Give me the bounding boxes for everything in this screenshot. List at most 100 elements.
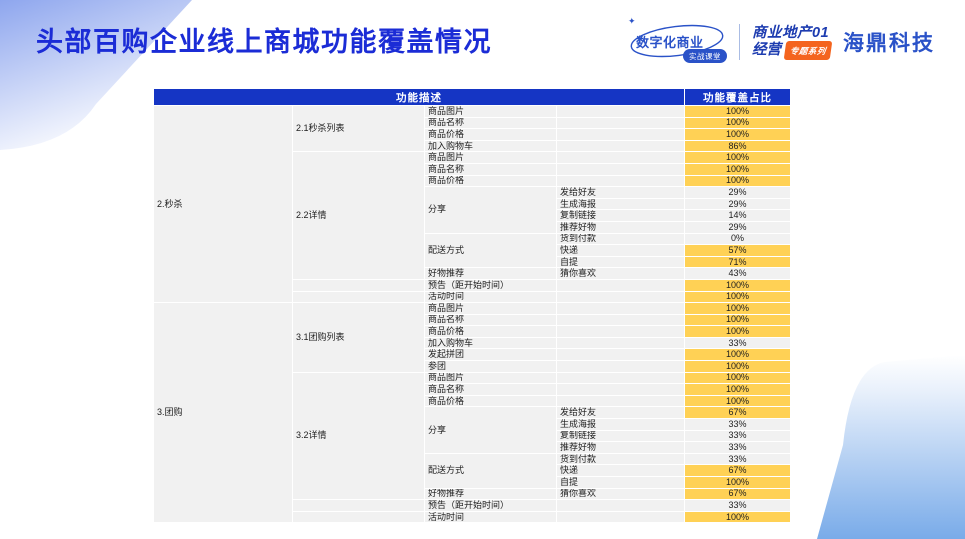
function-cell: 复制链接 <box>556 209 685 222</box>
table-body: 2.秒杀 2.1秒杀列表 商品图片 100% 商品名称 100% 商品价格 100% 加入购物车… <box>153 104 791 524</box>
header-function-desc: 功能描述 <box>153 88 685 106</box>
company-logo: 海鼎科技 <box>843 32 935 55</box>
function-cell <box>556 174 685 188</box>
function-cell: 3.团购 <box>153 302 293 524</box>
table-row: 加入购物车 33% <box>154 336 791 350</box>
function-cell <box>556 510 685 524</box>
table-row: 3.团购 3.1团购列表 商品图片 100% <box>153 302 791 524</box>
table-row: 商品名称 100% <box>154 162 791 176</box>
function-cell: 加入购物车 <box>424 139 557 153</box>
function-cell <box>556 128 685 141</box>
function-cell: 活动时间 <box>424 290 557 304</box>
function-cell: 商品价格 <box>424 394 557 408</box>
function-cell: 3.1团购列表 <box>292 302 425 373</box>
table-row: 分享 发给好友 67% <box>154 406 791 454</box>
function-cell: 加入购物车 <box>424 336 557 350</box>
table-row: 配送方式 货到付款 0% <box>154 232 791 269</box>
function-cell <box>556 139 685 153</box>
function-cell: 预告（距开始时间） <box>424 499 557 512</box>
table-row: 配送方式 货到付款 33% <box>154 452 791 489</box>
function-cell <box>556 394 685 408</box>
table-row: 商品价格 100% <box>154 128 791 141</box>
table-row: 分享 发给好友 29% <box>154 186 791 234</box>
function-cell <box>556 383 685 396</box>
function-cell <box>292 290 425 304</box>
coverage-percent-cell: 43% <box>684 267 791 280</box>
function-cell: 复制链接 <box>556 429 685 443</box>
table-row: 快递 57% <box>154 244 791 257</box>
function-cell: 快递 <box>556 464 685 477</box>
coverage-percent-cell: 29% <box>684 186 791 199</box>
function-cell <box>556 302 685 315</box>
function-cell: 猜你喜欢 <box>556 487 685 501</box>
coverage-percent-cell: 100% <box>684 383 791 396</box>
function-cell: 商品价格 <box>424 325 557 338</box>
function-cell: 预告（距开始时间） <box>424 278 557 292</box>
function-cell <box>556 371 685 385</box>
function-cell <box>292 278 425 292</box>
table-row: 自提 71% <box>154 255 791 269</box>
coverage-percent-cell: 33% <box>684 336 791 350</box>
coverage-percent-cell: 100% <box>684 348 791 362</box>
function-cell: 自提 <box>556 255 685 269</box>
coverage-percent-cell: 67% <box>684 487 791 501</box>
table-row: 活动时间 100% <box>154 510 791 524</box>
function-cell: 商品名称 <box>424 383 557 396</box>
function-cell <box>556 360 685 373</box>
coverage-table: 功能描述 功能覆盖占比 2.秒杀 2.1秒杀列表 商品图片 100% 商品名称 100% 商… <box>153 88 791 524</box>
function-cell: 商品名称 <box>424 116 557 130</box>
coverage-percent-cell: 29% <box>684 197 791 211</box>
table-row: 好物推荐 猜你喜欢 43% <box>154 267 791 280</box>
coverage-percent-cell: 100% <box>684 325 791 338</box>
decor-bottom-right-shape <box>817 355 965 539</box>
digital-commerce-logo: ✦ 数字化商业 实战课堂 <box>628 16 727 65</box>
function-cell: 2.秒杀 <box>153 104 293 304</box>
function-cell: 分享 <box>424 186 557 234</box>
function-cell <box>292 499 425 512</box>
function-cell <box>556 162 685 176</box>
coverage-percent-cell: 67% <box>684 464 791 477</box>
brand-bar: ✦ 数字化商业 实战课堂 商业地产01 经营 专题系列 海鼎科技 <box>628 16 935 66</box>
table-row: 复制链接 14% <box>154 209 791 222</box>
coverage-percent-cell: 100% <box>684 105 791 118</box>
function-cell: 参团 <box>424 360 557 373</box>
coverage-percent-cell: 100% <box>684 174 791 188</box>
table-row: 2.2详情 商品图片 100% <box>154 151 791 280</box>
coverage-percent-cell: 33% <box>684 418 791 431</box>
coverage-percent-cell: 14% <box>684 209 791 222</box>
coverage-percent-cell: 33% <box>684 441 791 454</box>
function-cell <box>556 105 685 118</box>
function-cell: 配送方式 <box>424 452 557 489</box>
coverage-percent-cell: 100% <box>684 313 791 327</box>
coverage-percent-cell: 100% <box>684 476 791 489</box>
series-badge: 专题系列 <box>783 40 833 60</box>
function-cell: 配送方式 <box>424 232 557 269</box>
table-row: 生成海报 29% <box>154 197 791 211</box>
table-row: 商品价格 100% <box>154 174 791 188</box>
table-row: 商品价格 100% <box>154 325 791 338</box>
series-title: 商业地产01 <box>751 24 830 41</box>
practice-class-badge: 实战课堂 <box>682 49 727 63</box>
table-row: 2.秒杀 2.1秒杀列表 商品图片 100% <box>153 104 791 304</box>
function-cell: 货到付款 <box>556 232 685 246</box>
function-cell: 2.1秒杀列表 <box>292 104 425 153</box>
series-logo: 商业地产01 经营 专题系列 <box>751 24 833 60</box>
header-coverage-pct: 功能覆盖占比 <box>684 88 791 106</box>
function-cell: 发起拼团 <box>424 348 557 362</box>
orbit-ellipse-icon <box>630 24 724 58</box>
coverage-percent-cell: 86% <box>684 139 791 153</box>
function-cell: 商品名称 <box>424 313 557 327</box>
coverage-percent-cell: 100% <box>684 116 791 130</box>
function-cell: 生成海报 <box>556 197 685 211</box>
coverage-percent-cell: 100% <box>684 302 791 315</box>
coverage-percent-cell: 33% <box>684 452 791 466</box>
function-cell <box>292 510 425 524</box>
table-row: 推荐好物 33% <box>154 441 791 454</box>
coverage-percent-cell: 71% <box>684 255 791 269</box>
page-title: 头部百购企业线上商城功能覆盖情况 <box>36 27 492 57</box>
function-cell: 3.2详情 <box>292 371 425 501</box>
table-row: 预告（距开始时间） 33% <box>154 499 791 512</box>
function-cell: 商品价格 <box>424 128 557 141</box>
function-cell: 分享 <box>424 406 557 454</box>
function-cell: 发给好友 <box>556 186 685 199</box>
